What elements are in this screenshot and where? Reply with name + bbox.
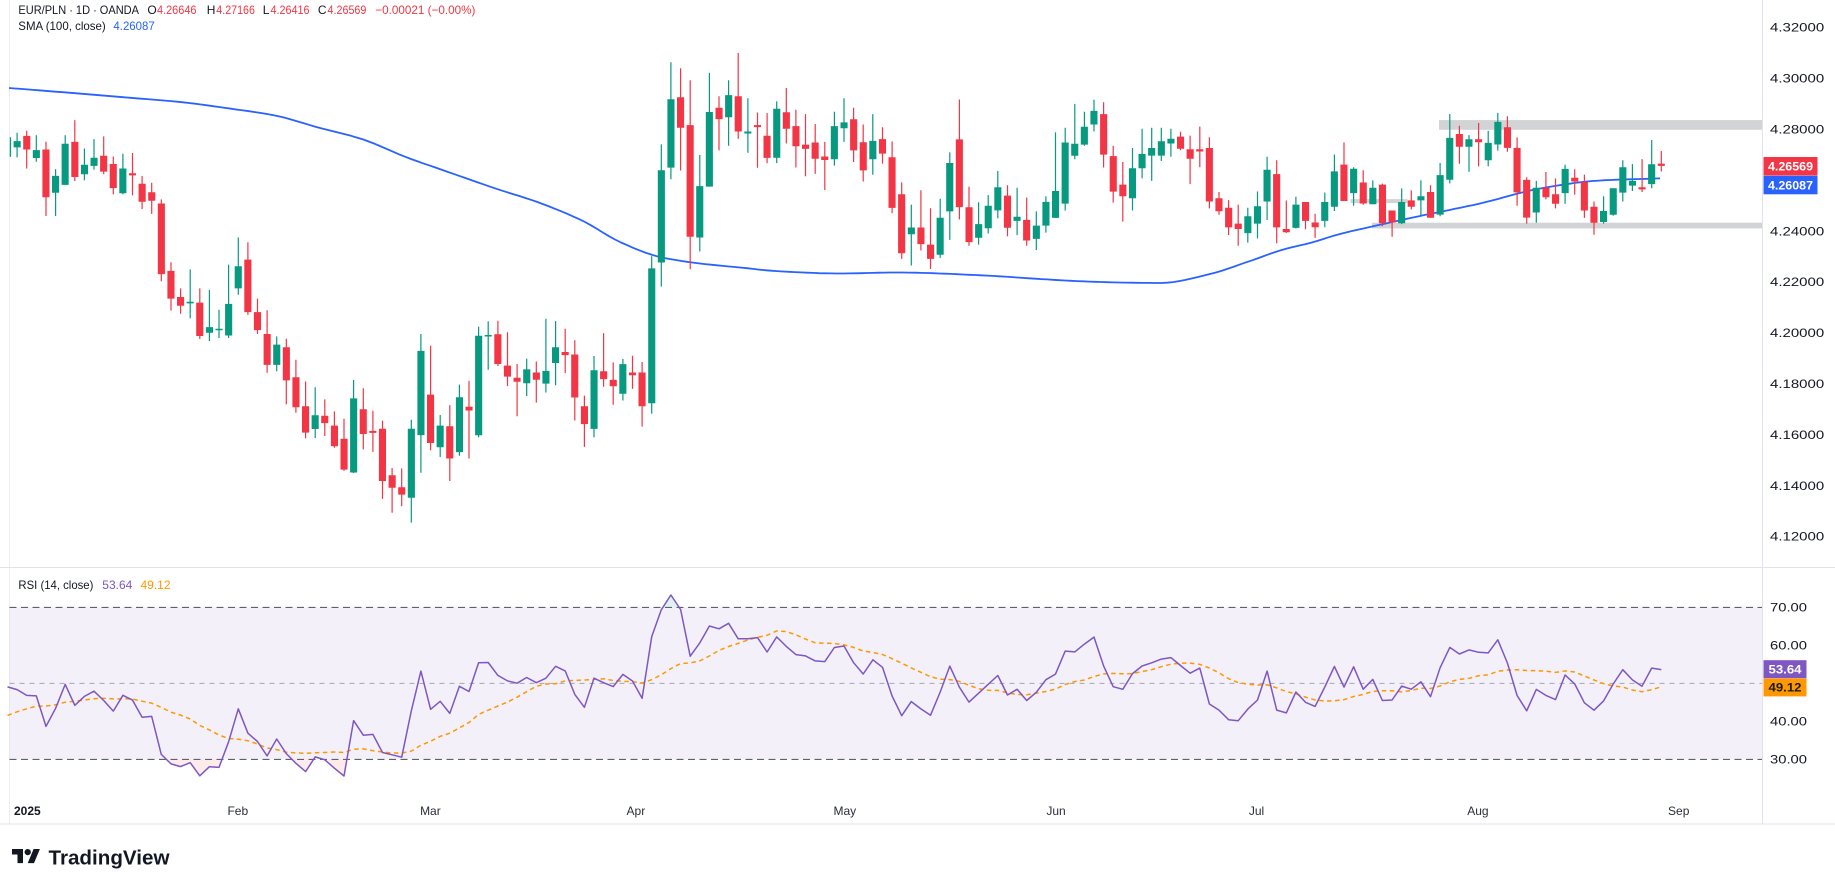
svg-text:4.26569: 4.26569 xyxy=(328,3,367,17)
svg-text:4.26087: 4.26087 xyxy=(1768,178,1813,192)
svg-text:Mar: Mar xyxy=(420,804,441,818)
svg-text:H: H xyxy=(207,3,216,17)
svg-text:RSI (14, close): RSI (14, close) xyxy=(18,578,93,592)
svg-text:4.26087: 4.26087 xyxy=(113,19,155,33)
svg-text:30.00: 30.00 xyxy=(1770,753,1807,767)
svg-text:49.12: 49.12 xyxy=(1769,681,1802,695)
svg-text:53.64: 53.64 xyxy=(102,578,132,592)
svg-text:53.64: 53.64 xyxy=(1769,663,1802,677)
svg-text:4.14000: 4.14000 xyxy=(1770,479,1825,493)
svg-text:Feb: Feb xyxy=(227,804,248,818)
svg-text:Aug: Aug xyxy=(1467,804,1488,818)
svg-text:4.32000: 4.32000 xyxy=(1770,21,1825,35)
svg-text:60.00: 60.00 xyxy=(1770,639,1807,653)
svg-text:EUR/PLN · 1D · OANDA: EUR/PLN · 1D · OANDA xyxy=(18,3,139,17)
svg-text:L: L xyxy=(263,3,270,17)
svg-text:May: May xyxy=(833,804,856,818)
svg-text:−0.00021 (−0.00%): −0.00021 (−0.00%) xyxy=(375,3,475,17)
svg-text:O: O xyxy=(147,3,156,17)
svg-text:C: C xyxy=(318,3,327,17)
svg-text:40.00: 40.00 xyxy=(1770,715,1807,729)
svg-text:TradingView: TradingView xyxy=(49,848,170,870)
svg-text:4.26646: 4.26646 xyxy=(157,3,197,17)
svg-text:4.16000: 4.16000 xyxy=(1770,428,1825,442)
svg-text:Apr: Apr xyxy=(627,804,646,818)
svg-text:Sep: Sep xyxy=(1668,804,1690,818)
svg-text:4.26569: 4.26569 xyxy=(1768,160,1813,174)
svg-text:Jun: Jun xyxy=(1046,804,1065,818)
svg-text:2025: 2025 xyxy=(14,804,41,818)
svg-text:SMA (100, close): SMA (100, close) xyxy=(18,19,105,33)
svg-text:4.18000: 4.18000 xyxy=(1770,377,1825,391)
svg-text:4.22000: 4.22000 xyxy=(1770,275,1825,289)
svg-text:4.30000: 4.30000 xyxy=(1770,72,1825,86)
svg-text:4.20000: 4.20000 xyxy=(1770,326,1825,340)
svg-text:70.00: 70.00 xyxy=(1770,601,1807,615)
svg-text:4.26416: 4.26416 xyxy=(271,3,310,17)
svg-text:4.12000: 4.12000 xyxy=(1770,530,1825,544)
svg-text:Jul: Jul xyxy=(1249,804,1264,818)
svg-text:4.27166: 4.27166 xyxy=(216,3,255,17)
svg-text:49.12: 49.12 xyxy=(141,578,171,592)
svg-text:4.24000: 4.24000 xyxy=(1770,224,1825,238)
svg-text:4.28000: 4.28000 xyxy=(1770,123,1825,137)
